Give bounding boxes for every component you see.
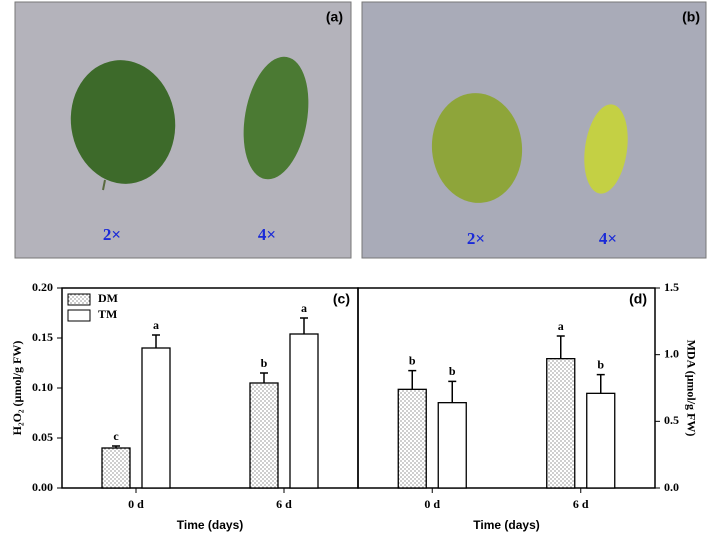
legend-swatch bbox=[67, 293, 91, 306]
x-axis-label: Time (days) bbox=[177, 518, 243, 532]
panel-label: (b) bbox=[682, 9, 700, 25]
bar bbox=[249, 382, 279, 489]
significance-letter: b bbox=[261, 356, 268, 370]
x-tick-label: 0 d bbox=[128, 497, 144, 511]
error-bar bbox=[112, 445, 120, 448]
panel-label: (d) bbox=[629, 291, 647, 307]
bar bbox=[289, 333, 319, 489]
panel-label: (c) bbox=[333, 291, 350, 307]
bar bbox=[397, 388, 427, 489]
photo-a: (a) 2× 4× bbox=[14, 1, 352, 259]
y-tick-label: 1.5 bbox=[664, 280, 679, 294]
photo-b: (b) 2× 4× bbox=[361, 1, 707, 259]
x-axis-label: Time (days) bbox=[473, 518, 539, 532]
error-bar bbox=[300, 317, 308, 334]
y-axis-label: H₂O₂ (μmol/g FW) bbox=[10, 341, 24, 436]
bar bbox=[437, 402, 467, 489]
ploidy-label: 4× bbox=[258, 225, 276, 244]
significance-letter: c bbox=[113, 429, 119, 443]
x-tick-label: 0 d bbox=[424, 497, 440, 511]
legend-swatch bbox=[67, 309, 91, 322]
bar bbox=[141, 347, 171, 489]
y-tick-label: 0.05 bbox=[32, 430, 53, 444]
y-tick-label: 0.0 bbox=[664, 480, 679, 494]
x-tick-label: 6 d bbox=[276, 497, 292, 511]
bar bbox=[586, 392, 616, 489]
x-tick-label: 6 d bbox=[573, 497, 589, 511]
error-bar bbox=[260, 372, 268, 383]
significance-letter: b bbox=[597, 357, 604, 371]
legend-label: TM bbox=[98, 307, 117, 321]
plot-frame bbox=[357, 287, 656, 489]
y-tick-label: 0.20 bbox=[32, 280, 53, 294]
legend-label: DM bbox=[98, 291, 118, 305]
y-axis-label: MDA (μmol/g FW) bbox=[684, 340, 698, 437]
significance-letter: b bbox=[409, 353, 416, 367]
bar bbox=[546, 358, 576, 489]
error-bar bbox=[448, 380, 457, 403]
ploidy-label: 4× bbox=[599, 229, 617, 248]
significance-letter: a bbox=[153, 318, 159, 332]
ploidy-label: 2× bbox=[467, 229, 485, 248]
y-tick-label: 1.0 bbox=[664, 346, 679, 360]
error-bar bbox=[556, 335, 565, 359]
error-bar bbox=[152, 334, 160, 348]
y-tick-label: 0.00 bbox=[32, 480, 53, 494]
bar bbox=[101, 447, 131, 489]
panel-label: (a) bbox=[326, 9, 343, 25]
significance-letter: b bbox=[449, 364, 456, 378]
ploidy-label: 2× bbox=[103, 225, 121, 244]
y-tick-label: 0.5 bbox=[664, 413, 679, 427]
significance-letter: a bbox=[301, 301, 307, 315]
significance-letter: a bbox=[558, 319, 564, 333]
error-bar bbox=[596, 373, 605, 394]
y-tick-label: 0.10 bbox=[32, 380, 53, 394]
y-tick-label: 0.15 bbox=[32, 330, 53, 344]
error-bar bbox=[408, 369, 417, 390]
